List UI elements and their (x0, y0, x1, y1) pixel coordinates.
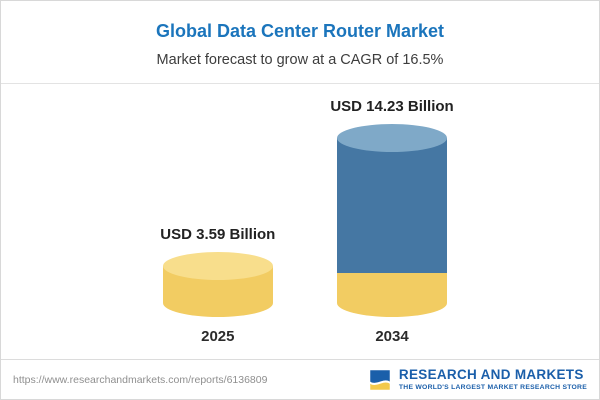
bar-cylinder-2025 (162, 252, 273, 317)
research-and-markets-logo: RESEARCH AND MARKETS THE WORLD'S LARGEST… (367, 367, 587, 393)
cylinder-base-band (337, 273, 448, 303)
bar-value-label: USD 14.23 Billion (330, 98, 454, 115)
bar-category-label: 2025 (201, 328, 235, 345)
chart-title: Global Data Center Router Market (155, 21, 445, 41)
bar-chart-area: USD 3.59 Billion 2025 USD 14.23 Billion … (1, 84, 599, 359)
cylinder-body (337, 138, 448, 273)
cylinder-top-ellipse (162, 252, 273, 280)
footer: https://www.researchandmarkets.com/repor… (1, 359, 599, 399)
logo-text-block: RESEARCH AND MARKETS THE WORLD'S LARGEST… (398, 366, 587, 392)
chart-header: Global Data Center Router Market Market … (1, 1, 599, 84)
bar-value-label: USD 3.59 Billion (160, 226, 276, 243)
bar-group-2025: USD 3.59 Billion 2025 (160, 226, 275, 345)
bar-category-label: 2034 (375, 328, 409, 345)
logo-tagline: THE WORLD'S LARGEST MARKET RESEARCH STOR… (398, 384, 587, 392)
cylinder-top-ellipse (337, 124, 448, 152)
bar-group-2034: USD 14.23 Billion 2034 (330, 98, 453, 345)
logo-mark-icon (370, 369, 390, 390)
report-url: https://www.researchandmarkets.com/repor… (13, 373, 268, 386)
bar-cylinder-2034 (337, 124, 448, 317)
chart-subtitle: Market forecast to grow at a CAGR of 16.… (156, 52, 444, 68)
logo-name: RESEARCH AND MARKETS (398, 366, 584, 382)
